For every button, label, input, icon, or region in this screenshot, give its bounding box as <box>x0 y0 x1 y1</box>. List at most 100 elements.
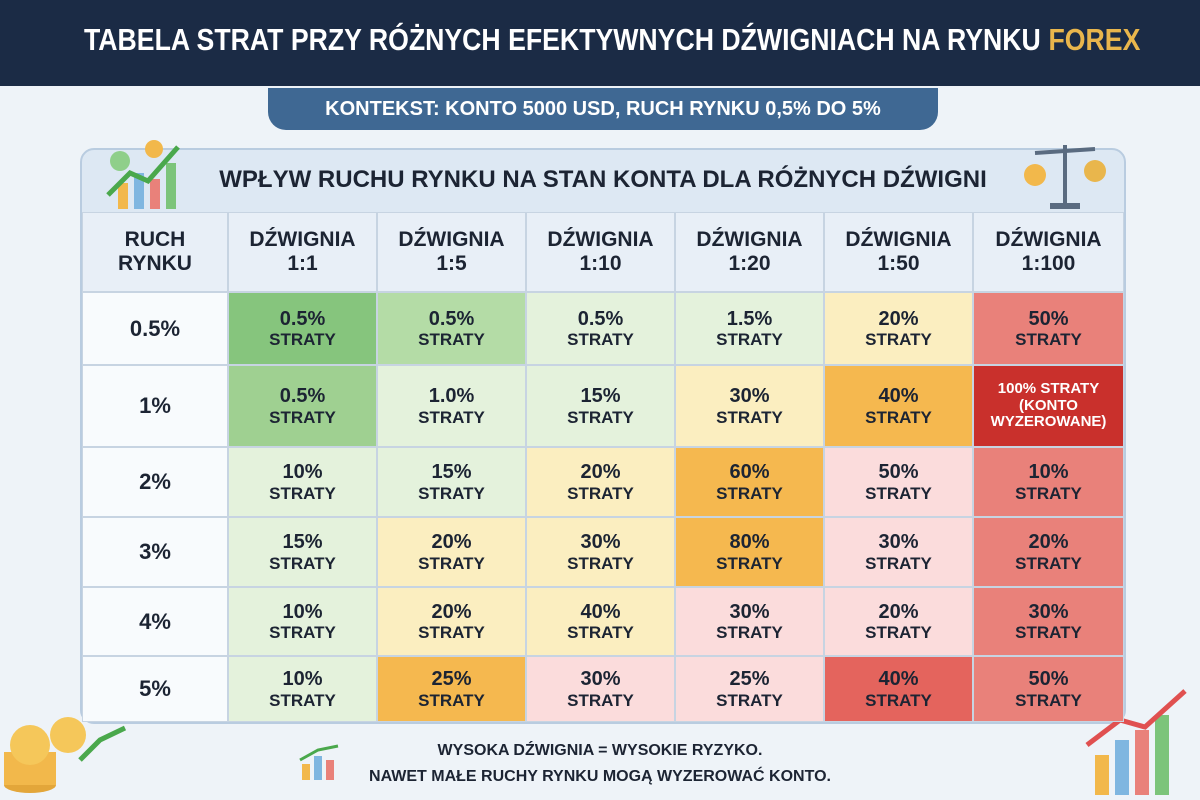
data-cell: 50% STRATY <box>824 447 973 517</box>
cell-line: STRATY <box>418 330 485 350</box>
header-line: 1:20 <box>728 252 771 275</box>
cell-line: 50% <box>1028 668 1069 691</box>
row-label: 2% <box>82 447 228 517</box>
header-cell: DŹWIGNIA 1:100 <box>973 212 1124 292</box>
header-line: 1:5 <box>436 252 467 275</box>
scale-icon <box>1024 145 1106 209</box>
cell-line: STRATY <box>567 483 634 503</box>
cell-line: 20% <box>878 600 919 623</box>
header-line: RYNKU <box>118 252 192 275</box>
cell-line: 30% <box>580 668 621 691</box>
cell-line: 40% <box>878 668 919 691</box>
data-cell: 10% STRATY <box>973 447 1124 517</box>
cell-line: 25% <box>729 668 770 691</box>
cell-line: STRATY <box>269 330 336 350</box>
data-cell: 20% STRATY <box>377 587 526 656</box>
cell-line: 0.5% <box>428 307 475 330</box>
cell-line: 15% <box>580 385 621 408</box>
cell-line: STRATY <box>1015 553 1082 573</box>
row-label: 3% <box>82 517 228 587</box>
footer-line: NAWET MAŁE RUCHY RYNKU MOGĄ WYZEROWAĆ KO… <box>369 768 831 785</box>
cell-line: 20% <box>1028 531 1069 554</box>
data-cell: 20% STRATY <box>824 292 973 365</box>
header-line: 1:10 <box>579 252 622 275</box>
cell-line: 10% <box>282 668 323 691</box>
cell-line: 0.5% <box>279 307 326 330</box>
title-highlight: FOREX <box>1048 22 1141 57</box>
cell-line: STRATY <box>269 623 336 643</box>
data-cell: 50% STRATY <box>973 292 1124 365</box>
row-label: 0.5% <box>82 292 228 365</box>
data-cell: 30% STRATY <box>526 517 675 587</box>
header-cell: DŹWIGNIA 1:5 <box>377 212 526 292</box>
cell-line: STRATY <box>1015 330 1082 350</box>
data-cell: 1.5% STRATY <box>675 292 824 365</box>
cell-line: 20% <box>431 600 472 623</box>
cell-line: STRATY <box>716 483 783 503</box>
cell-line: STRATY <box>269 690 336 710</box>
row-label: 4% <box>82 587 228 656</box>
data-cell: 25% STRATY <box>675 656 824 722</box>
cell-line: STRATY <box>269 553 336 573</box>
header-line: DŹWIGNIA <box>249 228 356 252</box>
header-band <box>0 0 1200 86</box>
cell-line: 50% <box>1028 307 1069 330</box>
cell-line: 25% <box>431 668 472 691</box>
header-line: DŹWIGNIA <box>547 228 654 252</box>
cell-line: 20% <box>431 531 472 554</box>
footer-line: WYSOKA DŹWIGNIA = WYSOKIE RYZYKO. <box>437 742 763 759</box>
cell-line: STRATY <box>865 553 932 573</box>
footer: WYSOKA DŹWIGNIA = WYSOKIE RYZYKO. NAWET … <box>300 738 900 790</box>
cell-line: STRATY <box>716 553 783 573</box>
cell-line: 20% <box>580 461 621 484</box>
cell-line: WYZEROWANE) <box>990 413 1107 431</box>
data-cell: 30% STRATY <box>824 517 973 587</box>
cell-line: 80% <box>729 531 770 554</box>
title-text: TABELA STRAT PRZY RÓŻNYCH EFEKTYWNYCH DŹ… <box>84 22 1041 57</box>
cell-line: STRATY <box>1015 690 1082 710</box>
data-cell: 40% STRATY <box>824 656 973 722</box>
cell-line: STRATY <box>865 330 932 350</box>
cell-line: 40% <box>878 385 919 408</box>
cell-line: STRATY <box>567 690 634 710</box>
title: TABELA STRAT PRZY RÓŻNYCH EFEKTYWNYCH DŹ… <box>84 22 1140 58</box>
cell-line: 30% <box>1028 600 1069 623</box>
header-line: 1:1 <box>287 252 318 275</box>
data-cell: 30% STRATY <box>973 587 1124 656</box>
cell-line: STRATY <box>865 407 932 427</box>
cell-line: 15% <box>431 461 472 484</box>
header-cell: DŹWIGNIA 1:10 <box>526 212 675 292</box>
cell-line: 50% <box>878 461 919 484</box>
cell-line: 60% <box>729 461 770 484</box>
data-cell: 10% STRATY <box>228 447 377 517</box>
cell-line: 15% <box>282 531 323 554</box>
header-line: DŹWIGNIA <box>696 228 803 252</box>
cell-line: 30% <box>729 600 770 623</box>
data-cell: 0.5% STRATY <box>377 292 526 365</box>
cell-line: 30% <box>878 531 919 554</box>
footer-icon <box>299 744 339 780</box>
data-cell: 20% STRATY <box>824 587 973 656</box>
data-cell: 15% STRATY <box>228 517 377 587</box>
cell-line: STRATY <box>865 483 932 503</box>
cell-line: 30% <box>729 385 770 408</box>
cell-line: STRATY <box>567 330 634 350</box>
cell-line: 0.5% <box>577 307 624 330</box>
cell-line: STRATY <box>716 330 783 350</box>
cell-line: STRATY <box>567 407 634 427</box>
cell-line: STRATY <box>269 483 336 503</box>
data-cell: 40% STRATY <box>824 365 973 447</box>
data-cell: 0.5% STRATY <box>526 292 675 365</box>
cell-line: 10% <box>282 461 323 484</box>
header-line: DŹWIGNIA <box>398 228 505 252</box>
cell-line: STRATY <box>716 623 783 643</box>
data-cell: 20% STRATY <box>973 517 1124 587</box>
cell-line: STRATY <box>418 623 485 643</box>
header-line: 1:100 <box>1021 252 1076 275</box>
data-cell: 15% STRATY <box>526 365 675 447</box>
coins-icon <box>4 717 127 793</box>
data-cell: 1.0% STRATY <box>377 365 526 447</box>
header-cell: RUCH RYNKU <box>82 212 228 292</box>
data-cell: 10% STRATY <box>228 587 377 656</box>
cell-line: 1.5% <box>726 307 773 330</box>
